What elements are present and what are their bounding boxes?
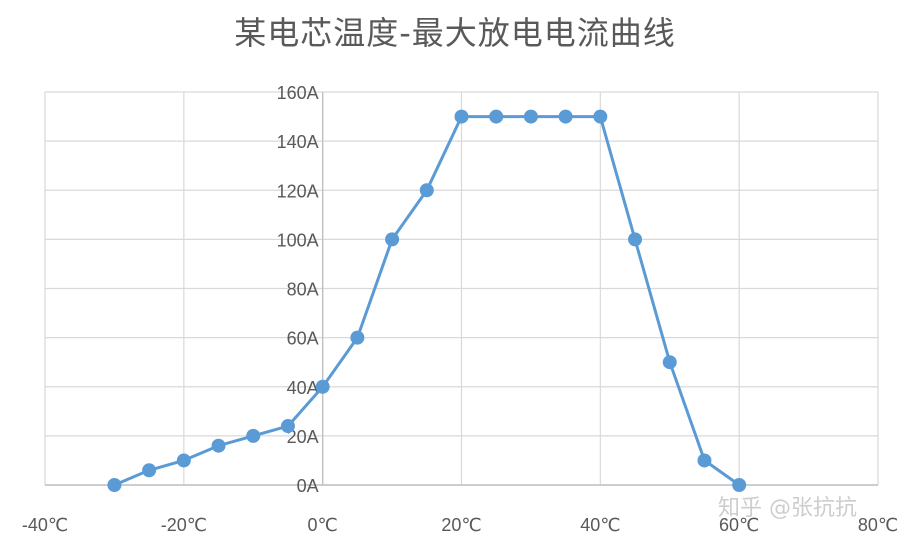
y-tick-label: 160A <box>277 83 319 103</box>
data-point <box>697 453 712 468</box>
data-point <box>558 109 573 124</box>
x-tick-label: -20℃ <box>161 515 207 535</box>
data-point <box>489 109 504 124</box>
data-point <box>419 183 434 198</box>
data-point <box>315 379 330 394</box>
x-tick-label: 0℃ <box>308 515 338 535</box>
series-line <box>113 115 741 487</box>
data-point <box>280 419 295 434</box>
data-point <box>142 463 157 478</box>
data-point <box>246 428 261 443</box>
data-point <box>385 232 400 247</box>
data-point <box>628 232 643 247</box>
y-tick-label: 60A <box>287 329 319 349</box>
series <box>107 109 747 492</box>
data-point <box>107 478 122 492</box>
y-tick-label: 80A <box>287 280 319 300</box>
data-point <box>454 109 469 124</box>
chart-title: 某电芯温度-最大放电电流曲线 <box>234 14 676 52</box>
y-tick-label: 100A <box>277 230 319 250</box>
data-point <box>176 453 191 468</box>
x-tick-label: 20℃ <box>441 515 481 535</box>
data-point <box>593 109 608 124</box>
data-point <box>350 330 365 345</box>
data-point <box>211 438 226 453</box>
watermark: 知乎 @张抗抗 <box>718 496 857 521</box>
tick-labels: 0A 20A 40A 60A 80A 100A 120A 140A 160A -40℃ -20℃ 0℃… <box>22 83 898 535</box>
x-tick-label: -40℃ <box>22 515 68 535</box>
data-point <box>662 355 677 370</box>
x-tick-label: 80℃ <box>858 515 898 535</box>
y-tick-label: 20A <box>287 427 319 447</box>
x-tick-label: 60℃ <box>719 515 759 535</box>
data-point <box>523 109 538 124</box>
y-tick-label: 0A <box>297 476 319 496</box>
grid <box>44 91 879 486</box>
y-tick-label: 40A <box>287 378 319 398</box>
x-tick-label: 40℃ <box>580 515 620 535</box>
data-point <box>732 478 747 492</box>
y-tick-label: 120A <box>277 181 319 201</box>
y-tick-label: 140A <box>277 132 319 152</box>
